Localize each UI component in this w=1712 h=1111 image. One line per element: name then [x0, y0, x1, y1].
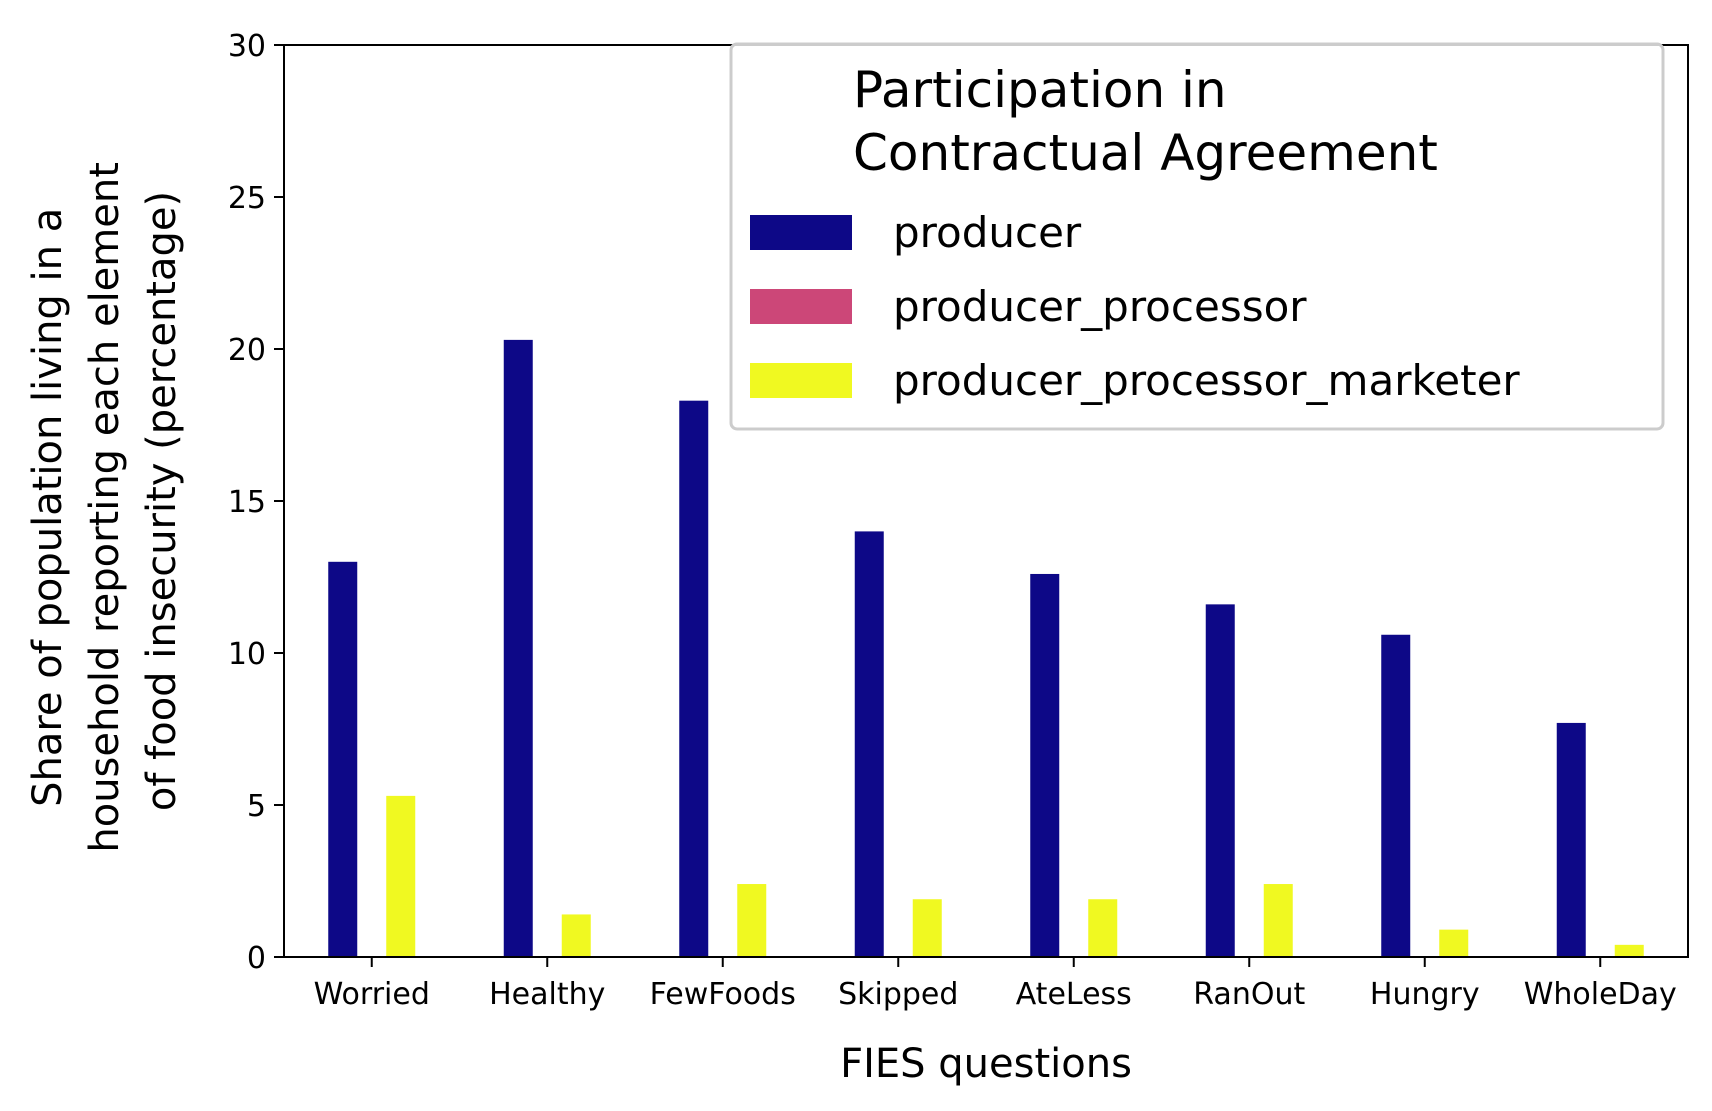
bar-producer-ateless — [1030, 573, 1060, 957]
bar-producer-processor-marketer-ateless — [1088, 899, 1118, 957]
legend-swatch-producer-processor — [750, 289, 852, 324]
bar-producer-wholeday — [1556, 722, 1586, 957]
y-tick-label: 5 — [247, 789, 266, 824]
x-axis: Worried Healthy FewFoods Skipped AteLess RanO… — [314, 957, 1677, 1012]
legend-swatch-producer — [750, 215, 852, 250]
y-tick-label: 0 — [247, 941, 266, 976]
bar-producer-processor-marketer-worried — [386, 795, 416, 957]
y-tick-label: 25 — [228, 181, 266, 216]
x-tick-label-fewfoods: FewFoods — [650, 977, 796, 1012]
y-axis-title: Share of population living in a househol… — [25, 149, 185, 852]
bar-producer-hungry — [1381, 634, 1411, 957]
y-tick-label: 20 — [228, 333, 266, 368]
legend-title-line: Participation in — [853, 61, 1227, 119]
legend-label-producer-processor-marketer: producer_processor_marketer — [893, 356, 1520, 405]
bar-producer-skipped — [854, 531, 884, 957]
y-axis: 0 5 10 15 20 25 30 — [228, 29, 284, 976]
bar-producer-processor-marketer-ranout — [1263, 884, 1293, 957]
bar-producer-fewfoods — [679, 400, 709, 957]
legend-label-producer-processor: producer_processor — [893, 282, 1307, 331]
y-axis-title-line: of food insecurity (percentage) — [139, 191, 185, 811]
x-tick-label-ranout: RanOut — [1193, 977, 1305, 1012]
y-tick-label: 15 — [228, 485, 266, 520]
y-axis-title-line: household reporting each element — [82, 162, 128, 853]
x-tick-label-skipped: Skipped — [838, 977, 958, 1012]
bar-producer-processor-marketer-skipped — [912, 899, 942, 957]
legend-label-producer: producer — [893, 208, 1082, 257]
legend-box — [729, 42, 1665, 431]
bar-producer-ranout — [1205, 604, 1235, 957]
y-tick-label: 10 — [228, 637, 266, 672]
bar-producer-worried — [328, 561, 358, 957]
bar-producer-processor-marketer-hungry — [1439, 929, 1469, 957]
bar-producer-processor-marketer-fewfoods — [737, 884, 767, 957]
x-tick-label-ateless: AteLess — [1016, 977, 1132, 1012]
legend-swatch-producer-processor-marketer — [750, 363, 852, 398]
x-tick-label-healthy: Healthy — [489, 977, 605, 1012]
legend: Participation in Contractual Agreement p… — [729, 42, 1665, 431]
bar-producer-processor-marketer-wholeday — [1614, 944, 1644, 957]
bars-layer — [328, 339, 1644, 957]
x-tick-label-wholeday: WholeDay — [1524, 977, 1677, 1012]
bar-producer-processor-marketer-healthy — [561, 914, 591, 957]
x-axis-title: FIES questions — [840, 1041, 1132, 1087]
y-axis-title-line: Share of population living in a — [25, 208, 71, 807]
legend-items: producer producer_processor producer_proce… — [750, 208, 1520, 405]
x-tick-label-hungry: Hungry — [1370, 977, 1480, 1012]
y-tick-label: 30 — [228, 29, 266, 64]
x-tick-label-worried: Worried — [314, 977, 430, 1012]
bar-producer-healthy — [503, 339, 533, 957]
legend-title-line: Contractual Agreement — [853, 124, 1438, 182]
